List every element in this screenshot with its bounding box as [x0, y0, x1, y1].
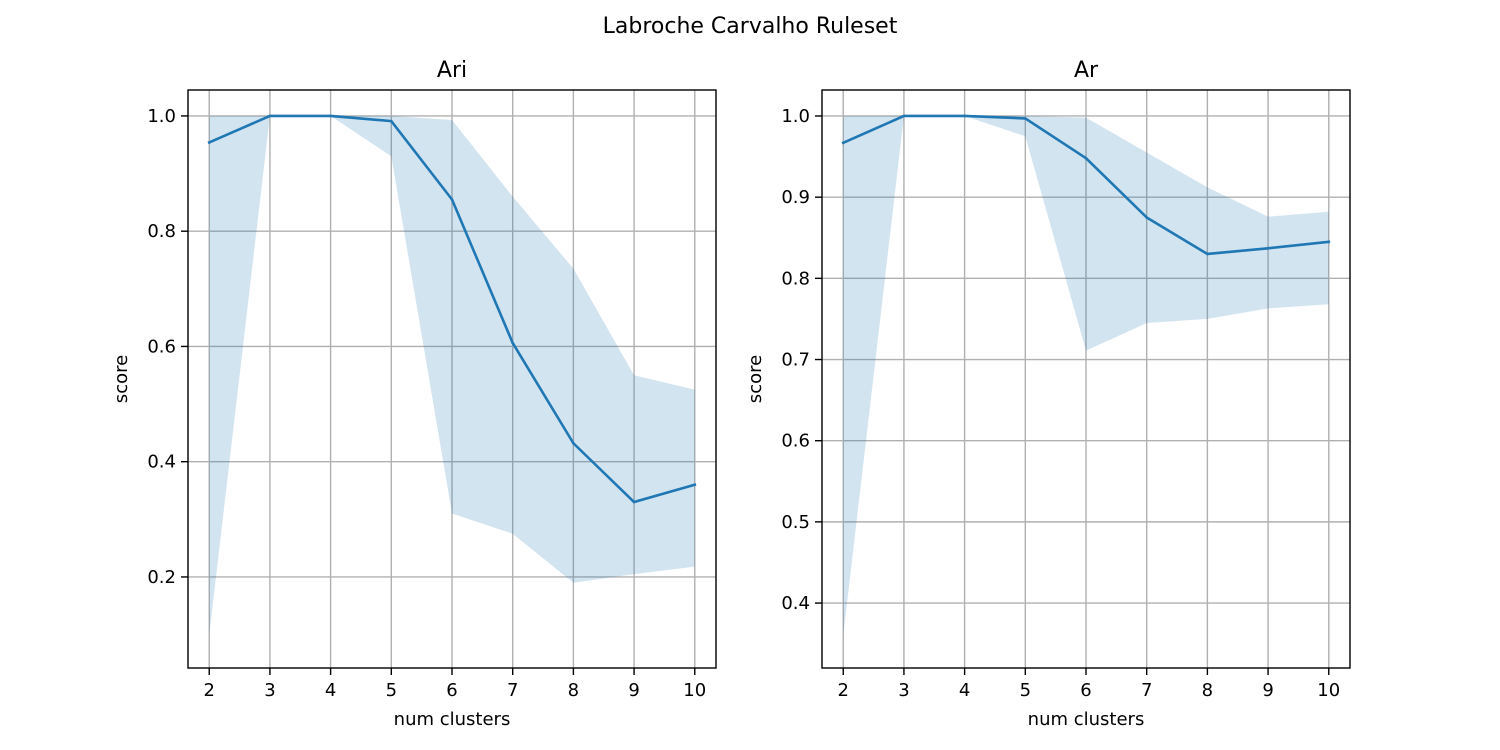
x-tick-label: 3 [264, 680, 275, 701]
data-point [632, 500, 636, 504]
y-tick-label: 0.6 [781, 431, 810, 452]
y-tick-label: 1.0 [781, 106, 810, 127]
data-point [1145, 216, 1148, 219]
x-tick-label: 8 [568, 680, 579, 701]
x-tick-label: 8 [1202, 680, 1213, 701]
x-tick-label: 6 [446, 680, 457, 701]
x-axis-label: num clusters [1028, 709, 1145, 730]
subplot-title: Ar [1074, 58, 1099, 83]
x-axis-label: num clusters [394, 709, 511, 730]
y-tick-label: 0.9 [781, 187, 810, 208]
data-point [1266, 247, 1270, 250]
y-axis-label: score [745, 355, 766, 403]
data-point [1084, 156, 1088, 160]
x-tick-label: 7 [1141, 680, 1152, 701]
y-tick-label: 0.8 [147, 221, 176, 242]
confidence-band [843, 115, 1329, 636]
data-point [511, 341, 514, 345]
x-tick-label: 6 [1080, 680, 1091, 701]
x-tick-label: 5 [386, 680, 397, 701]
figure-title: Labroche Carvalho Ruleset [603, 14, 898, 39]
data-point [693, 483, 697, 487]
data-point [450, 198, 454, 201]
confidence-band [209, 115, 695, 635]
y-axis-label: score [111, 355, 132, 403]
data-point [902, 114, 906, 118]
y-tick-label: 0.2 [147, 567, 176, 588]
y-tick-label: 0.6 [147, 336, 176, 357]
x-tick-label: 10 [1317, 680, 1340, 701]
y-tick-label: 0.4 [781, 593, 810, 614]
y-tick-label: 1.0 [147, 106, 176, 127]
x-tick-label: 10 [683, 680, 706, 701]
x-tick-label: 2 [204, 680, 215, 701]
subplot-title: Ari [437, 58, 467, 83]
x-tick-label: 9 [628, 680, 639, 701]
data-point [390, 119, 393, 123]
data-point [329, 114, 332, 118]
data-point [207, 141, 211, 144]
subplot-ari: 2 3 4 5 6 7 8 9 10 0.2 0.4 0.6 0.8 1.0 Ari num clusters… [111, 58, 717, 730]
data-point [841, 141, 845, 145]
y-tick-label: 0.7 [781, 350, 810, 371]
data-point [1327, 240, 1331, 244]
y-tick-label: 0.8 [781, 268, 810, 289]
x-tick-label: 4 [325, 680, 336, 701]
y-tick-label: 0.4 [147, 452, 176, 473]
data-point [963, 114, 966, 118]
x-tick-label: 4 [959, 680, 970, 701]
x-tick-label: 7 [507, 680, 518, 701]
x-tick-label: 2 [838, 680, 849, 701]
data-point [1024, 117, 1027, 120]
subplot-ar: 2 3 4 5 6 7 8 9 10 0.4 0.5 0.6 0.7 0.8 0.9 1.0 Ar num clu… [745, 58, 1351, 730]
data-point [268, 114, 272, 118]
x-tick-label: 9 [1262, 680, 1273, 701]
data-point [1206, 252, 1209, 256]
x-tick-label: 3 [898, 680, 909, 701]
data-point [572, 441, 575, 445]
x-tick-label: 5 [1020, 680, 1031, 701]
y-tick-label: 0.5 [781, 512, 810, 533]
